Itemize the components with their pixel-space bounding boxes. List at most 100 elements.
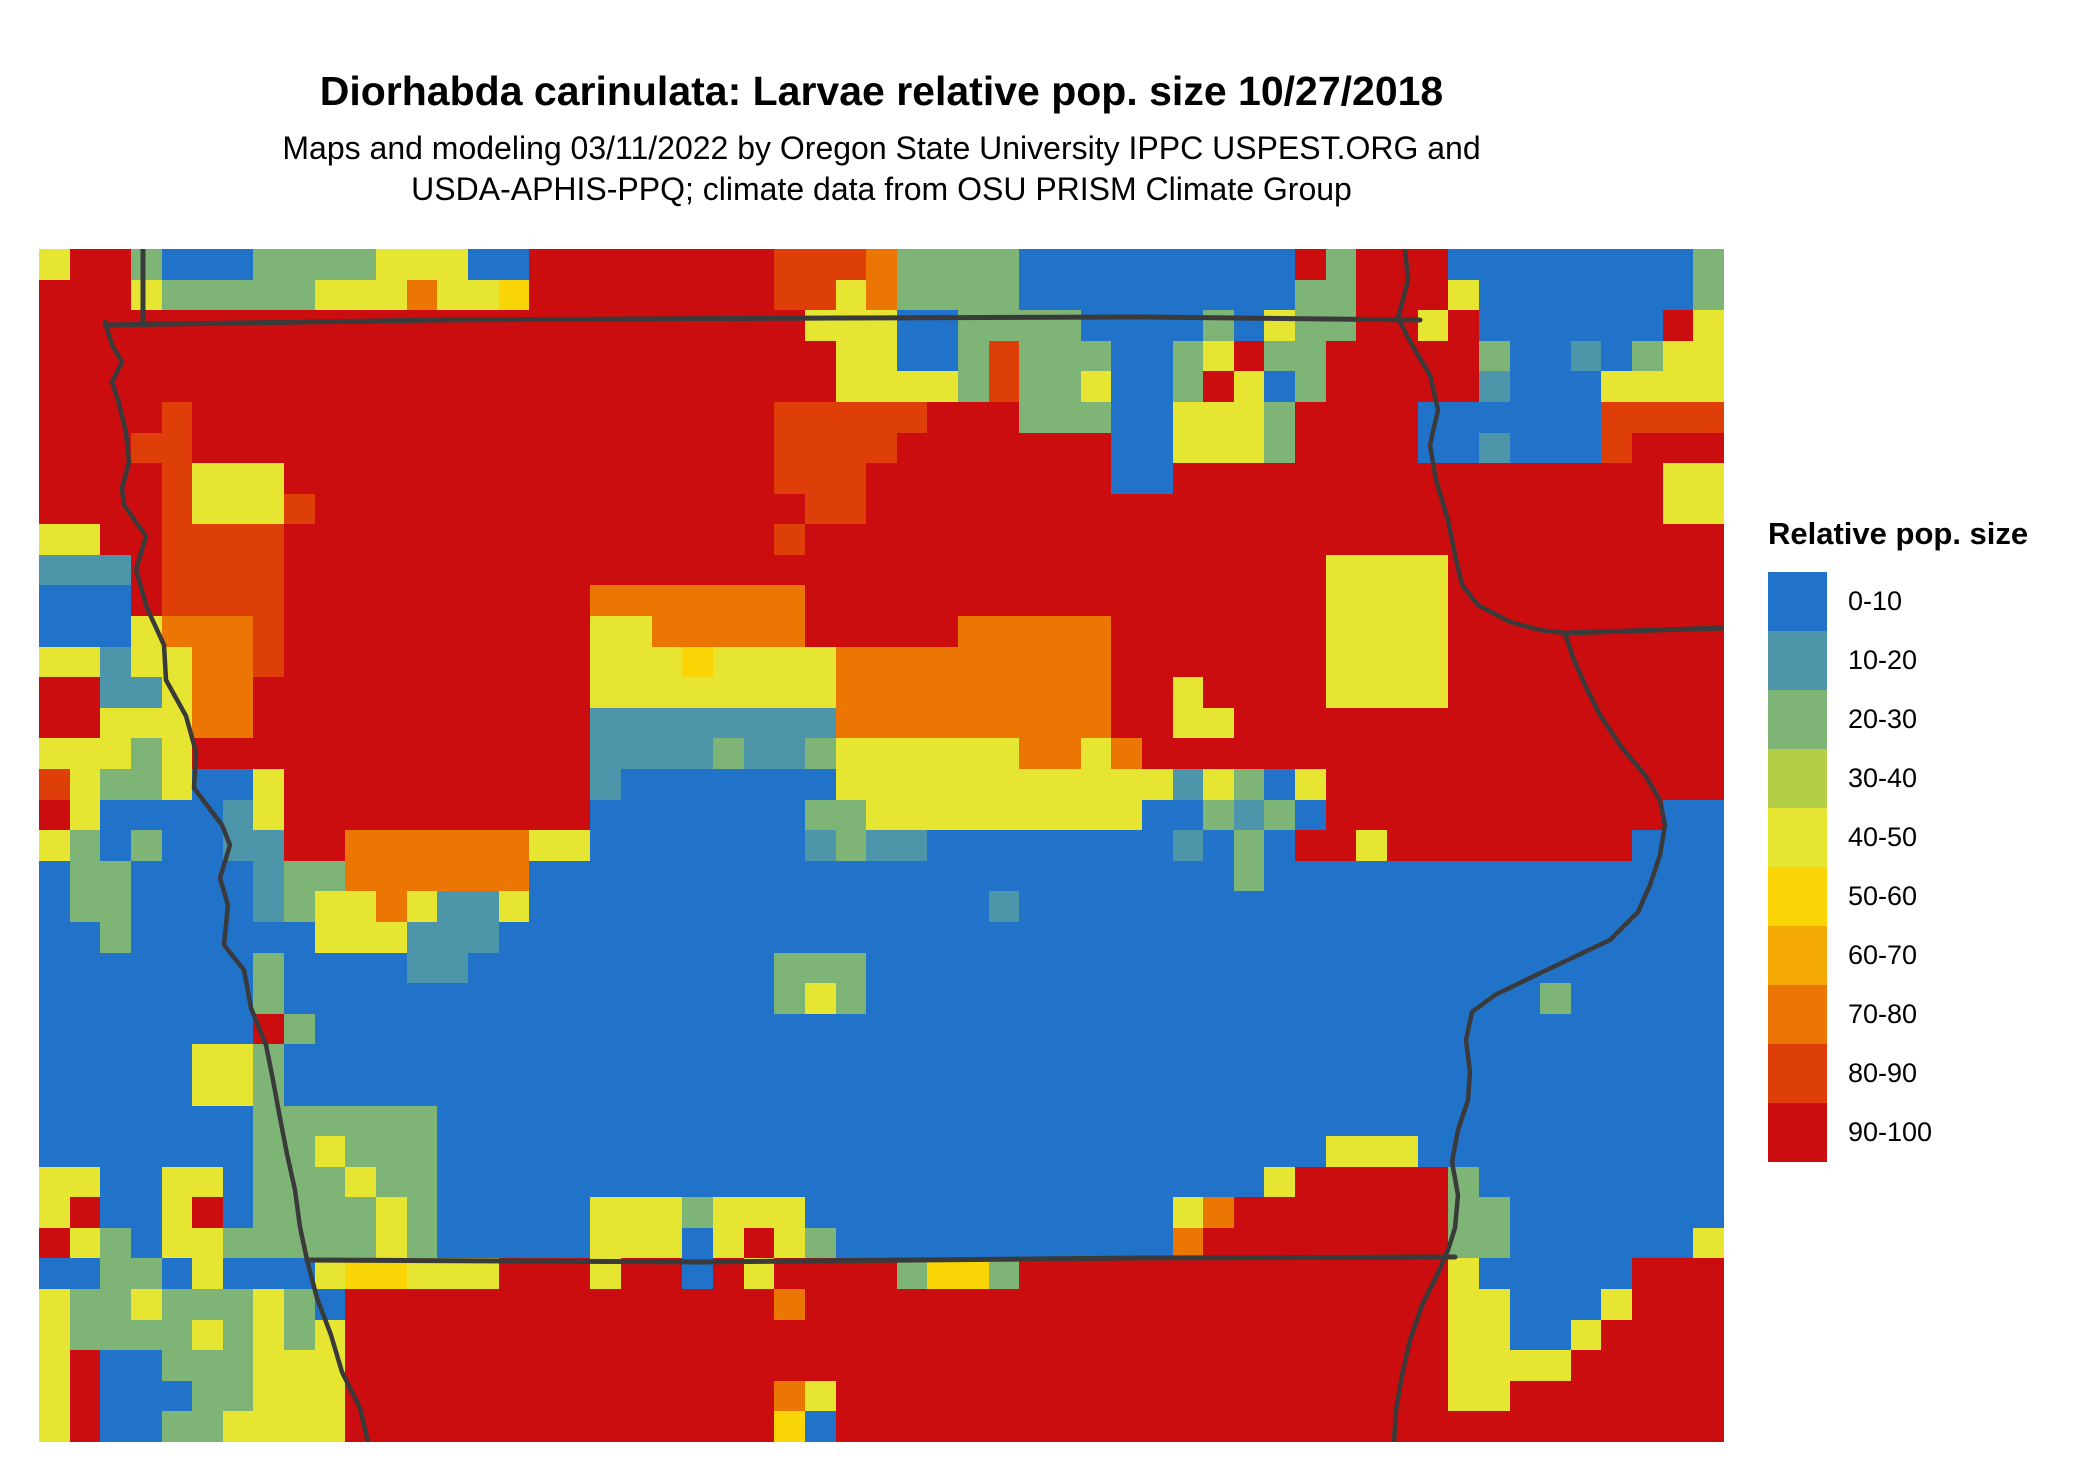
raster-cell: [1111, 1105, 1142, 1137]
raster-cell: [958, 921, 989, 953]
raster-cell: [467, 1227, 499, 1259]
raster-cell: [345, 1350, 376, 1381]
raster-cell: [743, 279, 775, 311]
raster-cell: [835, 249, 867, 280]
raster-cell: [1141, 921, 1173, 953]
raster-cell: [1264, 1411, 1296, 1442]
raster-cell: [866, 799, 897, 831]
raster-cell: [1387, 952, 1418, 984]
raster-cell: [1203, 554, 1234, 586]
legend-swatch-30-40: [1768, 749, 1827, 808]
raster-cell: [1325, 1105, 1357, 1137]
raster-cell: [69, 1105, 101, 1137]
raster-cell: [345, 1013, 376, 1045]
raster-cell: [1264, 799, 1296, 831]
raster-cell: [437, 1166, 468, 1198]
raster-cell: [100, 1319, 131, 1351]
raster-cell: [376, 1380, 407, 1412]
raster-cell: [1662, 1136, 1694, 1167]
raster-cell: [1662, 616, 1694, 647]
raster-cell: [376, 1227, 407, 1259]
raster-cell: [1662, 738, 1694, 770]
raster-cell: [958, 1319, 989, 1351]
raster-cell: [39, 554, 70, 586]
raster-cell: [437, 1197, 468, 1228]
raster-cell: [284, 1411, 315, 1442]
raster-cell: [345, 830, 376, 861]
raster-cell: [1540, 1197, 1571, 1228]
raster-cell: [743, 1105, 775, 1137]
raster-cell: [345, 769, 376, 800]
raster-cell: [713, 738, 744, 770]
raster-cell: [1264, 1380, 1296, 1412]
raster-cell: [1264, 585, 1296, 617]
raster-cell: [1111, 707, 1142, 739]
raster-cell: [1387, 646, 1418, 678]
raster-cell: [651, 310, 683, 341]
raster-cell: [1141, 983, 1173, 1014]
raster-cell: [1111, 524, 1142, 555]
raster-cell: [927, 340, 959, 372]
raster-cell: [1448, 249, 1479, 280]
raster-cell: [529, 921, 560, 953]
raster-cell: [1203, 738, 1234, 770]
raster-cell: [1570, 952, 1602, 984]
raster-cell: [376, 1074, 407, 1106]
raster-cell: [896, 707, 928, 739]
raster-cell: [39, 1411, 70, 1442]
raster-cell: [1448, 1227, 1479, 1259]
raster-cell: [406, 432, 438, 464]
raster-cell: [1172, 860, 1204, 892]
raster-cell: [406, 1319, 438, 1351]
raster-cell: [498, 463, 530, 494]
raster-cell: [1417, 1411, 1449, 1442]
raster-cell: [253, 371, 285, 402]
raster-cell: [896, 1013, 928, 1045]
raster-cell: [467, 1319, 499, 1351]
legend-row-40-50: 40-50: [1768, 808, 2068, 867]
raster-cell: [1050, 1136, 1081, 1167]
raster-cell: [1019, 707, 1050, 739]
raster-cell: [314, 554, 346, 586]
raster-cell: [743, 493, 775, 525]
raster-cell: [314, 983, 346, 1014]
raster-cell: [1019, 463, 1050, 494]
raster-cell: [161, 738, 193, 770]
raster-cell: [161, 1136, 193, 1167]
raster-cell: [1080, 1380, 1112, 1412]
raster-cell: [866, 524, 897, 555]
raster-cell: [130, 952, 162, 984]
raster-cell: [743, 1074, 775, 1106]
raster-cell: [590, 677, 622, 708]
legend-row-10-20: 10-20: [1768, 631, 2068, 690]
raster-cell: [1050, 279, 1081, 311]
raster-cell: [39, 646, 70, 678]
raster-cell: [927, 1166, 959, 1198]
raster-cell: [100, 738, 131, 770]
raster-cell: [713, 1013, 744, 1045]
raster-cell: [590, 738, 622, 770]
raster-cell: [1693, 1350, 1724, 1381]
raster-cell: [1693, 891, 1724, 922]
raster-cell: [1172, 616, 1204, 647]
raster-cell: [774, 401, 805, 433]
raster-cell: [1417, 371, 1449, 402]
raster-cell: [866, 432, 897, 464]
raster-cell: [437, 463, 468, 494]
raster-cell: [529, 1197, 560, 1228]
raster-cell: [988, 677, 1020, 708]
raster-cell: [1233, 891, 1265, 922]
raster-cell: [1662, 1013, 1694, 1045]
raster-cell: [1050, 554, 1081, 586]
raster-cell: [69, 616, 101, 647]
raster-cell: [1448, 585, 1479, 617]
raster-cell: [406, 310, 438, 341]
raster-cell: [1540, 432, 1571, 464]
raster-cell: [866, 554, 897, 586]
raster-cell: [1233, 1289, 1265, 1320]
raster-cell: [192, 983, 223, 1014]
raster-cell: [1417, 646, 1449, 678]
raster-cell: [69, 1258, 101, 1290]
raster-cell: [896, 1166, 928, 1198]
